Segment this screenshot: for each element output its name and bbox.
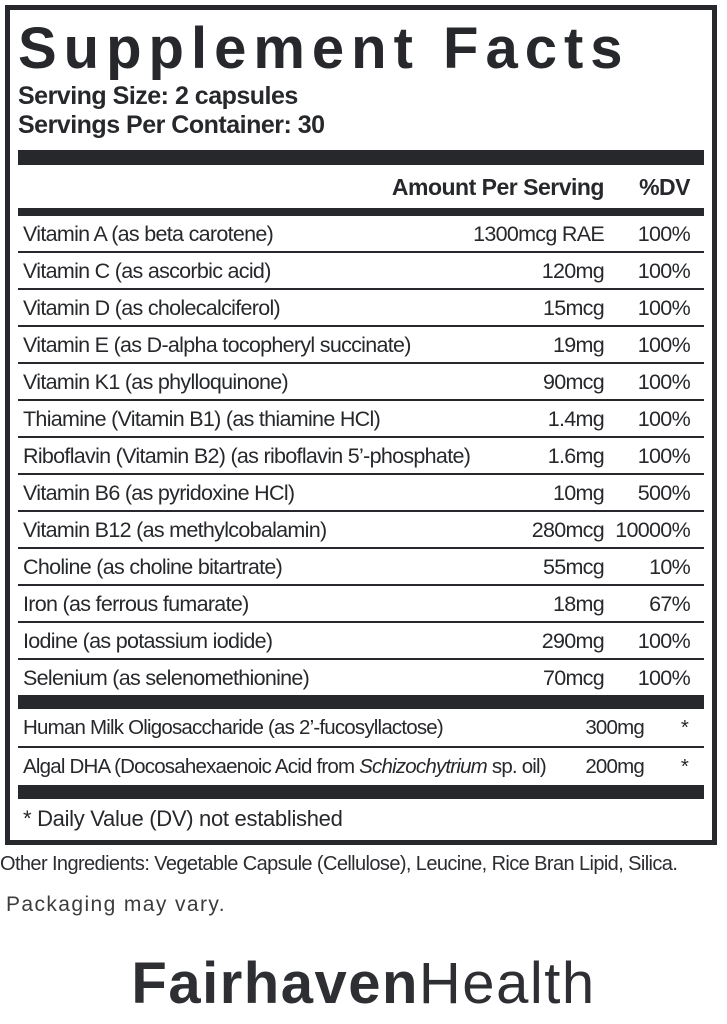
table-row: Vitamin K1 (as phylloquinone) 90mcg 100% — [18, 362, 704, 399]
nutrient-dv: 100% — [637, 333, 691, 357]
table-row: Choline (as choline bitartrate) 55mcg 10% — [18, 547, 704, 584]
nutrient-amount: 120mg — [541, 259, 605, 283]
nutrient-amount: 55mcg — [542, 555, 605, 579]
nutrient-dv: 100% — [637, 666, 691, 690]
nutrient-name: Vitamin B12 (as methylcobalamin) — [23, 518, 327, 542]
table-row: Vitamin C (as ascorbic acid) 120mg 100% — [18, 251, 704, 288]
nutrient-amount: 200mg — [585, 755, 644, 778]
table-row: Human Milk Oligosaccharide (as 2’-fucosy… — [18, 709, 704, 746]
nutrient-amount: 1300mcg RAE — [473, 222, 605, 246]
table-row: Vitamin D (as cholecalciferol) 15mcg 100% — [18, 288, 704, 325]
table-header-row: Amount Per Serving %DV — [18, 165, 704, 208]
table-row: Vitamin B12 (as methylcobalamin) 280mcg 10… — [18, 510, 704, 547]
table-row: Riboflavin (Vitamin B2) (as riboflavin 5… — [18, 436, 704, 473]
nutrient-name-segment: Human Milk Oligosaccharide (as 2’-fucosy… — [23, 716, 444, 739]
nutrient-amount: 290mg — [541, 629, 605, 653]
divider-bar-footnote — [18, 785, 704, 799]
nutrient-name: Vitamin C (as ascorbic acid) — [23, 259, 271, 283]
divider-bar-starred — [18, 695, 704, 709]
nutrient-amount: 1.6mg — [547, 444, 605, 468]
nutrient-amount: 280mcg — [531, 518, 605, 542]
starred-nutrient-table: Human Milk Oligosaccharide (as 2’-fucosy… — [18, 709, 704, 785]
divider-bar-top — [18, 150, 704, 165]
table-row: Iron (as ferrous fumarate) 18mg 67% — [18, 584, 704, 621]
nutrient-name: Vitamin E (as D-alpha tocopheryl succina… — [23, 333, 411, 357]
brand-logo: FairhavenHealth — [0, 953, 727, 1015]
nutrient-name: Vitamin D (as cholecalciferol) — [23, 296, 281, 320]
nutrient-dv: 100% — [637, 296, 691, 320]
amount-per-serving-header: Amount Per Serving — [391, 174, 605, 200]
nutrient-name: Vitamin K1 (as phylloquinone) — [23, 370, 289, 394]
nutrient-name-italic-segment: Schizochytrium — [359, 755, 488, 778]
nutrient-name: Thiamine (Vitamin B1) (as thiamine HCl) — [23, 407, 381, 431]
table-row: Iodine (as potassium iodide) 290mg 100% — [18, 621, 704, 658]
nutrient-amount: 10mg — [553, 481, 605, 505]
table-row: Vitamin A (as beta carotene) 1300mcg RAE 1… — [18, 216, 704, 251]
nutrient-dv: 100% — [637, 407, 691, 431]
nutrient-dv: 500% — [637, 481, 691, 505]
other-ingredients-text: Other Ingredients: Vegetable Capsule (Ce… — [0, 853, 678, 875]
nutrient-dv: 10% — [649, 555, 691, 579]
packaging-note: Packaging may vary. — [6, 893, 226, 916]
divider-bar-header — [18, 208, 704, 216]
serving-size-line: Serving Size: 2 capsules — [18, 82, 298, 110]
nutrient-dv: 100% — [637, 259, 691, 283]
percent-dv-header: %DV — [639, 174, 690, 200]
nutrient-name-segment: sp. oil) — [486, 755, 547, 778]
nutrient-dv: * — [680, 755, 689, 778]
table-row: Thiamine (Vitamin B1) (as thiamine HCl) 1… — [18, 399, 704, 436]
table-row: Vitamin B6 (as pyridoxine HCl) 10mg 500% — [18, 473, 704, 510]
brand-name-light: Health — [418, 951, 596, 1016]
nutrient-name-segment: Algal DHA (Docosahexaenoic Acid from — [23, 755, 360, 778]
nutrient-dv: 100% — [637, 222, 691, 246]
nutrient-amount: 15mcg — [542, 296, 605, 320]
nutrient-name: Algal DHA (Docosahexaenoic Acid from Sch… — [18, 753, 585, 781]
nutrient-name: Selenium (as selenomethionine) — [23, 666, 310, 690]
nutrient-amount: 90mcg — [542, 370, 605, 394]
supplement-facts-panel: Supplement Facts Serving Size: 2 capsule… — [5, 5, 717, 845]
nutrient-amount: 70mcg — [542, 666, 605, 690]
nutrient-dv: 100% — [637, 629, 691, 653]
dv-footnote: * Daily Value (DV) not established — [23, 806, 343, 831]
nutrient-table: Vitamin A (as beta carotene) 1300mcg RAE 1… — [18, 216, 704, 695]
supplement-facts-title: Supplement Facts — [18, 16, 630, 81]
nutrient-name: Vitamin A (as beta carotene) — [23, 222, 274, 246]
table-row: Algal DHA (Docosahexaenoic Acid from Sch… — [18, 746, 704, 785]
nutrient-dv: 67% — [649, 592, 691, 616]
nutrient-name: Riboflavin (Vitamin B2) (as riboflavin 5… — [23, 444, 471, 468]
nutrient-name: Vitamin B6 (as pyridoxine HCl) — [23, 481, 295, 505]
servings-per-container-line: Servings Per Container: 30 — [18, 111, 325, 139]
nutrient-amount: 19mg — [553, 333, 605, 357]
nutrient-amount: 18mg — [553, 592, 605, 616]
brand-name-bold: Fairhaven — [131, 951, 419, 1016]
nutrient-dv: * — [680, 716, 689, 739]
nutrient-amount: 300mg — [585, 716, 644, 739]
nutrient-name: Iodine (as potassium iodide) — [23, 629, 273, 653]
nutrient-name: Human Milk Oligosaccharide (as 2’-fucosy… — [18, 714, 585, 742]
nutrient-name: Choline (as choline bitartrate) — [23, 555, 283, 579]
table-row: Vitamin E (as D-alpha tocopheryl succina… — [18, 325, 704, 362]
nutrient-dv: 100% — [637, 444, 691, 468]
nutrient-amount: 1.4mg — [547, 407, 605, 431]
nutrient-dv: 10000% — [615, 518, 690, 542]
nutrient-dv: 100% — [637, 370, 691, 394]
nutrient-name: Iron (as ferrous fumarate) — [23, 592, 249, 616]
table-row: Selenium (as selenomethionine) 70mcg 100% — [18, 658, 704, 695]
